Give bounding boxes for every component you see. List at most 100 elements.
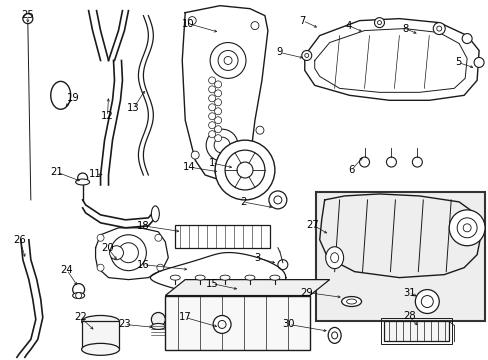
Ellipse shape	[73, 293, 84, 298]
Circle shape	[473, 58, 483, 67]
Ellipse shape	[325, 247, 343, 269]
Circle shape	[224, 57, 232, 64]
Text: 8: 8	[402, 24, 407, 33]
Text: 9: 9	[276, 48, 283, 58]
Text: 7: 7	[299, 15, 305, 26]
Circle shape	[97, 264, 104, 271]
Circle shape	[421, 296, 432, 307]
Ellipse shape	[331, 332, 337, 339]
Text: 17: 17	[179, 312, 191, 323]
Circle shape	[214, 117, 221, 124]
Ellipse shape	[244, 275, 254, 280]
Text: 14: 14	[183, 162, 195, 172]
Circle shape	[277, 260, 287, 270]
Circle shape	[208, 104, 215, 111]
Circle shape	[214, 81, 221, 88]
Text: 31: 31	[402, 288, 415, 298]
Bar	[384, 321, 448, 341]
Ellipse shape	[341, 297, 361, 306]
Circle shape	[97, 234, 104, 241]
Circle shape	[359, 157, 369, 167]
Circle shape	[255, 126, 264, 134]
Circle shape	[304, 54, 308, 58]
Ellipse shape	[81, 315, 119, 328]
Bar	[81, 321, 119, 349]
Text: 18: 18	[137, 221, 149, 231]
Text: 25: 25	[21, 10, 34, 20]
Ellipse shape	[76, 179, 89, 185]
Circle shape	[224, 150, 264, 190]
Ellipse shape	[220, 275, 229, 280]
Text: 20: 20	[101, 243, 114, 253]
Circle shape	[411, 157, 422, 167]
Ellipse shape	[269, 275, 279, 280]
Circle shape	[218, 50, 238, 71]
Polygon shape	[175, 225, 269, 248]
Ellipse shape	[195, 275, 205, 280]
Circle shape	[208, 77, 215, 84]
Circle shape	[109, 246, 123, 260]
Circle shape	[208, 95, 215, 102]
Circle shape	[448, 210, 484, 246]
Circle shape	[436, 26, 441, 31]
Circle shape	[218, 320, 225, 328]
Ellipse shape	[346, 299, 356, 304]
Circle shape	[23, 14, 33, 24]
Circle shape	[191, 151, 199, 159]
Circle shape	[214, 126, 221, 133]
Text: 12: 12	[101, 111, 114, 121]
Text: 11: 11	[89, 169, 102, 179]
Text: 2: 2	[239, 197, 245, 207]
Circle shape	[250, 22, 259, 30]
Text: 28: 28	[402, 311, 415, 321]
Ellipse shape	[151, 206, 159, 222]
Circle shape	[386, 157, 396, 167]
Circle shape	[188, 17, 196, 24]
Circle shape	[237, 162, 252, 178]
Circle shape	[461, 33, 471, 44]
Circle shape	[118, 243, 138, 263]
Circle shape	[73, 284, 84, 296]
Circle shape	[214, 108, 221, 115]
Text: 22: 22	[74, 312, 87, 323]
Text: 13: 13	[127, 103, 140, 113]
Text: 26: 26	[14, 235, 26, 245]
Circle shape	[214, 137, 229, 153]
Text: 6: 6	[347, 165, 354, 175]
Ellipse shape	[327, 328, 341, 343]
Text: 15: 15	[205, 279, 218, 289]
Circle shape	[206, 129, 238, 161]
Text: 23: 23	[118, 319, 130, 329]
Circle shape	[155, 234, 162, 241]
Circle shape	[432, 23, 444, 35]
Text: 16: 16	[137, 260, 149, 270]
Text: 29: 29	[300, 288, 312, 298]
Circle shape	[377, 21, 381, 24]
Bar	[165, 296, 309, 350]
Circle shape	[157, 264, 163, 271]
Circle shape	[414, 289, 438, 314]
Text: 30: 30	[282, 319, 294, 329]
Ellipse shape	[81, 343, 119, 355]
Circle shape	[462, 224, 470, 232]
Circle shape	[208, 86, 215, 93]
Circle shape	[268, 191, 286, 209]
Circle shape	[208, 131, 215, 138]
Circle shape	[214, 99, 221, 106]
Text: 3: 3	[253, 253, 260, 263]
Circle shape	[374, 18, 384, 28]
Text: 4: 4	[345, 21, 351, 31]
Text: 5: 5	[454, 58, 460, 67]
Text: 19: 19	[67, 93, 80, 103]
Bar	[315, 192, 484, 321]
Text: 21: 21	[50, 167, 63, 177]
Circle shape	[208, 113, 215, 120]
Circle shape	[210, 42, 245, 78]
Circle shape	[214, 135, 221, 141]
Ellipse shape	[170, 275, 180, 280]
Circle shape	[214, 90, 221, 97]
Circle shape	[110, 235, 146, 271]
Circle shape	[273, 196, 281, 204]
Circle shape	[213, 315, 230, 333]
Bar	[381, 319, 451, 345]
